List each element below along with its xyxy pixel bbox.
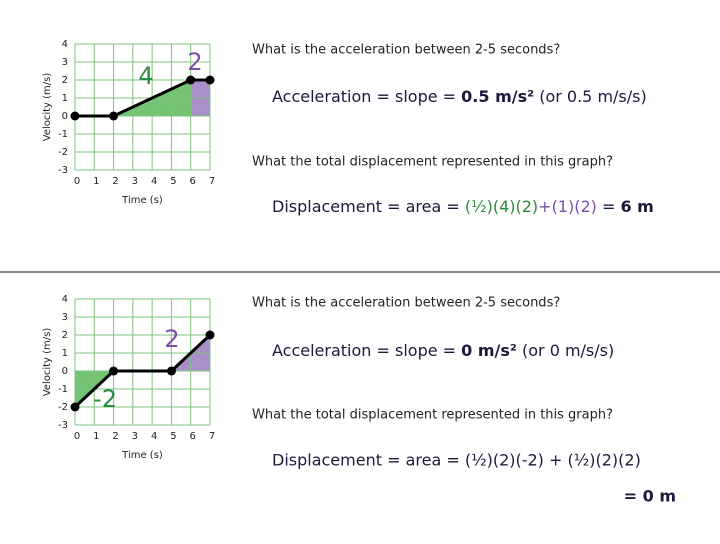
y-tick-label: -1: [58, 129, 68, 140]
y-tick-label: 2: [62, 330, 68, 341]
answer-value: 0 m/s²: [461, 341, 517, 360]
y-tick-label: 4: [62, 39, 68, 50]
y-tick-label: -3: [58, 165, 68, 176]
velocity-line: [75, 78, 210, 118]
answer-text: Acceleration = slope =: [272, 87, 461, 106]
y-axis-label: Velocity (m/s): [42, 328, 53, 397]
question: What is the acceleration between 2-5 sec…: [252, 296, 560, 311]
answer: Acceleration = slope = 0 m/s² (or 0 m/s/…: [272, 341, 614, 360]
x-tick-label: 6: [190, 431, 196, 442]
y-tick-label: 2: [62, 75, 68, 86]
y-tick-label: -2: [58, 402, 68, 413]
data-point: [109, 111, 119, 121]
y-tick-label: 0: [62, 366, 68, 377]
data-point: [109, 366, 119, 376]
y-tick-label: 3: [62, 312, 68, 323]
y-tick-label: 0: [62, 111, 68, 122]
data-point: [70, 111, 80, 121]
x-tick-label: 7: [209, 431, 215, 442]
annotation: 2: [187, 48, 202, 76]
y-tick-label: 1: [62, 348, 68, 359]
x-tick-label: 2: [112, 176, 118, 187]
answer: Displacement = area = (½)(2)(-2) + (½)(2…: [272, 451, 641, 470]
answer-term: (½)(4)(2): [465, 197, 538, 216]
y-tick-label: -3: [58, 420, 68, 431]
x-tick-label: 0: [74, 431, 80, 442]
answer-text: (or 0.5 m/s/s): [534, 87, 647, 106]
answer-text: Displacement = area =: [272, 197, 465, 216]
question: What the total displacement represented …: [252, 408, 613, 423]
annotation: 4: [138, 62, 153, 90]
y-tick-label: 1: [62, 93, 68, 104]
question: What the total displacement represented …: [252, 155, 613, 170]
answer-value: = 0 m: [624, 487, 676, 506]
x-tick-label: 4: [151, 176, 157, 187]
answer-text: (or 0 m/s/s): [517, 341, 614, 360]
answer-value: 6 m: [620, 197, 653, 216]
y-tick-label: 3: [62, 57, 68, 68]
x-tick-label: 6: [190, 176, 196, 187]
data-point: [166, 366, 176, 376]
x-tick-label: 0: [74, 176, 80, 187]
y-axis-label: Velocity (m/s): [42, 73, 53, 142]
x-tick-label: 5: [170, 176, 176, 187]
annotation: 2: [164, 325, 179, 353]
answer-value: 0.5 m/s²: [461, 87, 534, 106]
answer-text: =: [597, 197, 621, 216]
data-point: [205, 330, 215, 340]
x-tick-label: 1: [93, 431, 99, 442]
x-tick-label: 3: [132, 431, 138, 442]
x-axis-label: Time (s): [121, 450, 163, 461]
question: What is the acceleration between 2-5 sec…: [252, 43, 560, 58]
data-point: [205, 75, 215, 85]
x-tick-label: 2: [112, 431, 118, 442]
x-tick-label: 5: [170, 431, 176, 442]
x-tick-label: 3: [132, 176, 138, 187]
x-tick-label: 4: [151, 431, 157, 442]
answer-text: Acceleration = slope =: [272, 341, 461, 360]
y-tick-label: -2: [58, 147, 68, 158]
data-point: [70, 402, 80, 412]
x-axis-label: Time (s): [121, 195, 163, 206]
answer: Acceleration = slope = 0.5 m/s² (or 0.5 …: [272, 87, 647, 106]
y-tick-label: -1: [58, 384, 68, 395]
answer-term: +(1)(2): [538, 197, 597, 216]
x-tick-label: 1: [93, 176, 99, 187]
velocity-line: [73, 333, 212, 409]
data-point: [186, 75, 196, 85]
x-tick-label: 7: [209, 176, 215, 187]
answer: Displacement = area = (½)(4)(2)+(1)(2) =…: [272, 197, 654, 216]
y-tick-label: 4: [62, 294, 68, 305]
annotation: -2: [93, 385, 117, 413]
